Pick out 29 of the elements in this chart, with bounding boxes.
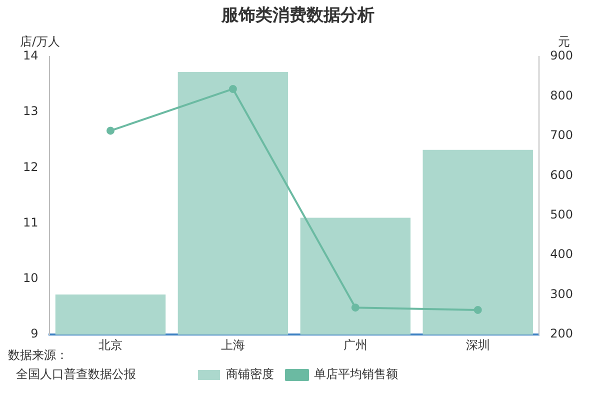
legend-label: 单店平均销售额 [314,367,398,382]
chart-title: 服饰类消费数据分析 [220,6,374,26]
y2-tick-label: 400 [550,247,573,262]
text: 全国人口普查数据公报 [16,366,136,383]
point [106,126,114,135]
y2-tick-label: 500 [550,207,573,222]
point [351,304,360,312]
y-tick-label: 9 [30,326,38,341]
y2-tick-label: 700 [550,128,573,142]
x-tick-label: 广州 [343,338,368,352]
y2-axis-title: 元 [558,34,570,49]
y-axis-title: 店/万人 [20,34,60,49]
point [228,84,237,93]
y2-tick-label: 800 [550,88,573,102]
y2-tick-label: 900 [550,48,573,63]
y2-tick-label: 600 [550,168,573,182]
y2-tick-label: 300 [550,286,573,301]
y-tick-label: 12 [22,160,38,174]
point [474,306,482,314]
x-tick-label: 深圳 [466,338,490,352]
y-tick-label: 10 [22,271,38,286]
y-tick-label: 14 [22,48,38,63]
y-tick-label: 13 [22,104,38,118]
source-note: 数据来源： [8,347,68,364]
y-tick-label: 11 [22,215,38,230]
x-tick-label: 北京 [98,338,122,352]
legend-label: 商铺密度 [226,367,274,382]
x-tick-label: 上海 [220,338,245,352]
y2-tick-label: 200 [550,326,573,341]
